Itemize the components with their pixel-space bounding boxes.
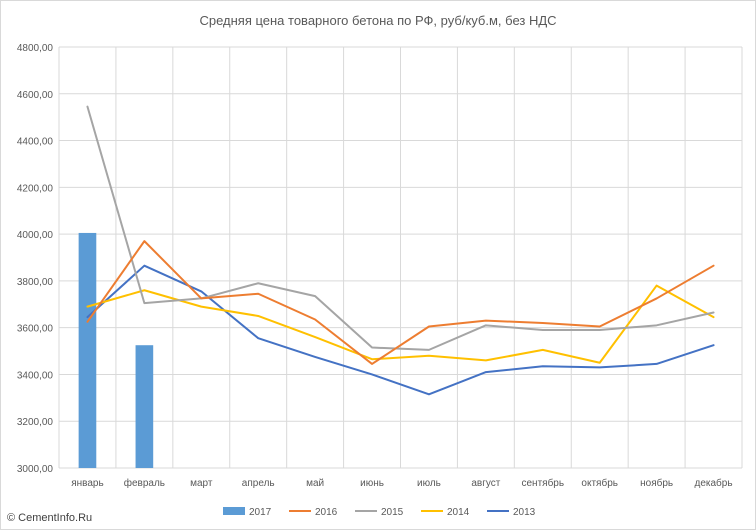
x-tick-label: март <box>190 478 213 489</box>
y-tick-label: 4200,00 <box>17 183 54 194</box>
line-series-2016 <box>86 240 715 365</box>
x-tick-label: май <box>306 478 324 489</box>
line-series-2015 <box>86 105 715 351</box>
legend-label-2013: 2013 <box>513 507 536 518</box>
x-tick-label: апрель <box>242 478 275 489</box>
legend-swatch-2017 <box>223 507 245 515</box>
x-tick-label: июль <box>417 478 441 489</box>
watermark: © CementInfo.Ru <box>7 512 93 524</box>
x-tick-label: сентябрь <box>522 477 565 489</box>
x-tick-label: июнь <box>360 478 384 489</box>
y-tick-label: 3600,00 <box>17 324 54 335</box>
bar-2017 <box>78 232 97 468</box>
y-tick-label: 4000,00 <box>17 230 54 241</box>
y-tick-label: 3200,00 <box>17 417 54 428</box>
y-tick-label: 4600,00 <box>17 90 54 101</box>
bars <box>78 232 154 468</box>
y-tick-label: 4800,00 <box>17 43 54 54</box>
line-series-2013 <box>86 264 715 396</box>
legend: 2017 2016 2015 2014 2013 <box>223 507 536 518</box>
legend-label-2016: 2016 <box>315 507 338 518</box>
x-tick-label: февраль <box>124 477 165 489</box>
line-series-2014 <box>86 284 715 364</box>
y-tick-label: 3400,00 <box>17 370 54 381</box>
y-tick-label: 3000,00 <box>17 464 54 475</box>
x-tick-label: октябрь <box>581 477 618 489</box>
legend-label-2015: 2015 <box>381 507 404 518</box>
chart-title: Средняя цена товарного бетона по РФ, руб… <box>199 13 556 28</box>
legend-label-2017: 2017 <box>249 507 272 518</box>
x-tick-label: декабрь <box>695 477 733 489</box>
lines <box>86 105 715 396</box>
y-tick-label: 4400,00 <box>17 137 54 148</box>
grid <box>58 46 743 469</box>
legend-label-2014: 2014 <box>447 507 470 518</box>
y-axis-ticks: 3000,00 3200,00 3400,00 3600,00 3800,00 4000,… <box>17 43 54 475</box>
x-axis-ticks: январь февраль март апрель май июнь июль август… <box>71 477 732 489</box>
bar-2017 <box>135 345 154 468</box>
x-tick-label: январь <box>71 478 103 489</box>
y-tick-label: 3800,00 <box>17 277 54 288</box>
x-tick-label: ноябрь <box>640 477 673 489</box>
x-tick-label: август <box>471 478 500 489</box>
